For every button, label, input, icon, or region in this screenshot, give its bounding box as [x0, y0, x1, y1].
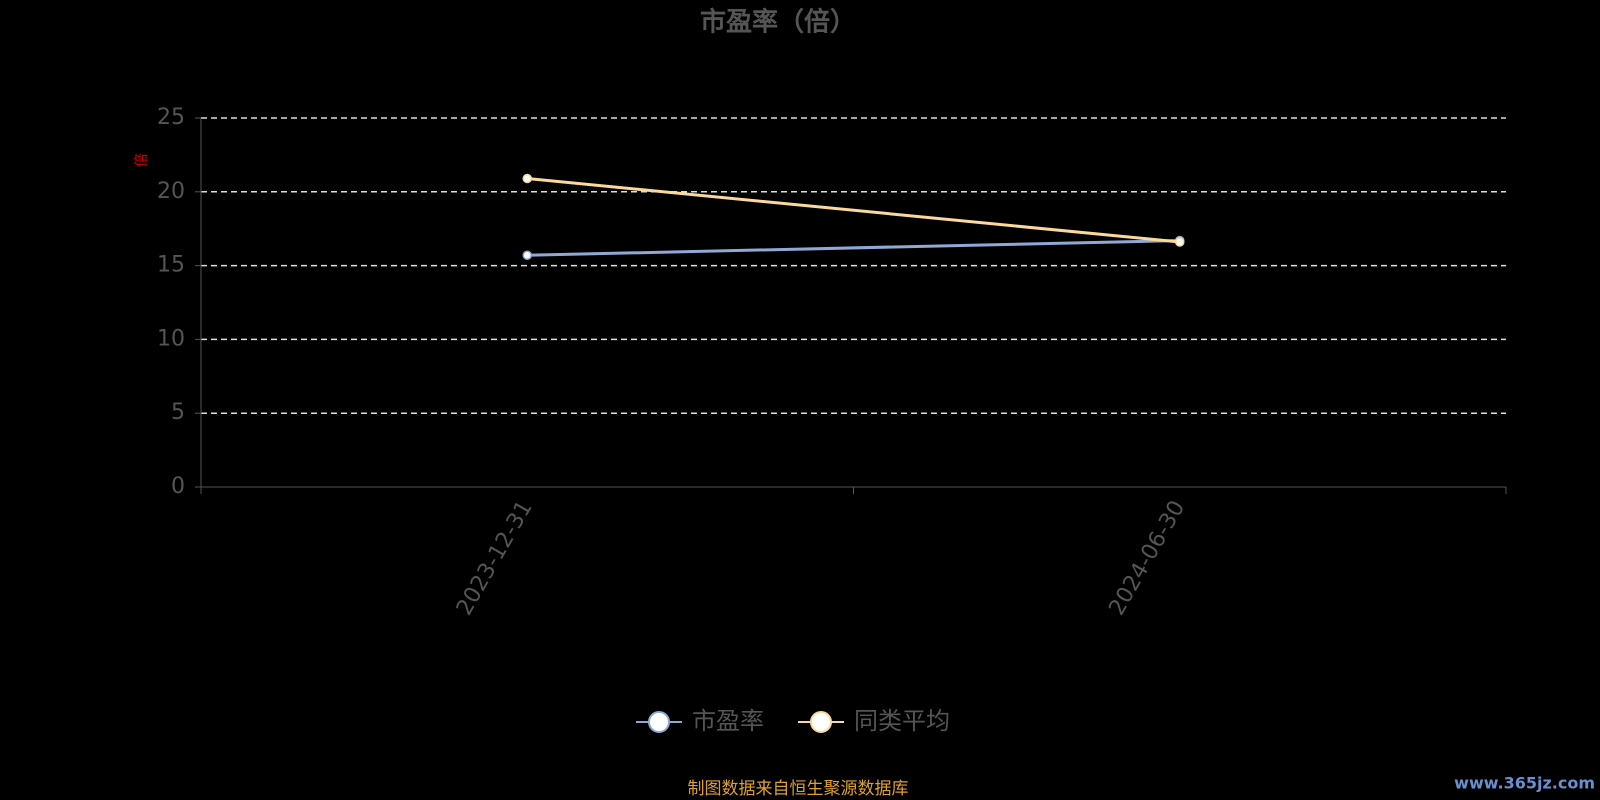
- watermark: www.365jz.com: [1454, 774, 1595, 793]
- y-tick-label: 0: [171, 474, 185, 499]
- data-point: [1175, 237, 1185, 247]
- series-line: [527, 177, 1180, 244]
- legend-marker: [648, 711, 670, 733]
- footer: 制图数据来自恒生聚源数据库: [688, 779, 909, 799]
- y-tick-label: 5: [171, 400, 185, 425]
- legend-marker: [810, 711, 832, 733]
- data-point: [522, 250, 532, 261]
- legend-label: 市盈率: [692, 707, 764, 735]
- y-tick-label: 25: [157, 105, 185, 130]
- y-axis-label: 倍: [134, 153, 150, 167]
- data-point: [522, 173, 532, 184]
- series-line: [527, 239, 1180, 257]
- y-tick-label: 15: [157, 253, 185, 278]
- chart-title: 市盈率（倍）: [700, 7, 856, 38]
- y-tick-label: 10: [157, 326, 185, 351]
- y-tick-label: 20: [157, 179, 185, 204]
- legend-label: 同类平均: [854, 707, 950, 735]
